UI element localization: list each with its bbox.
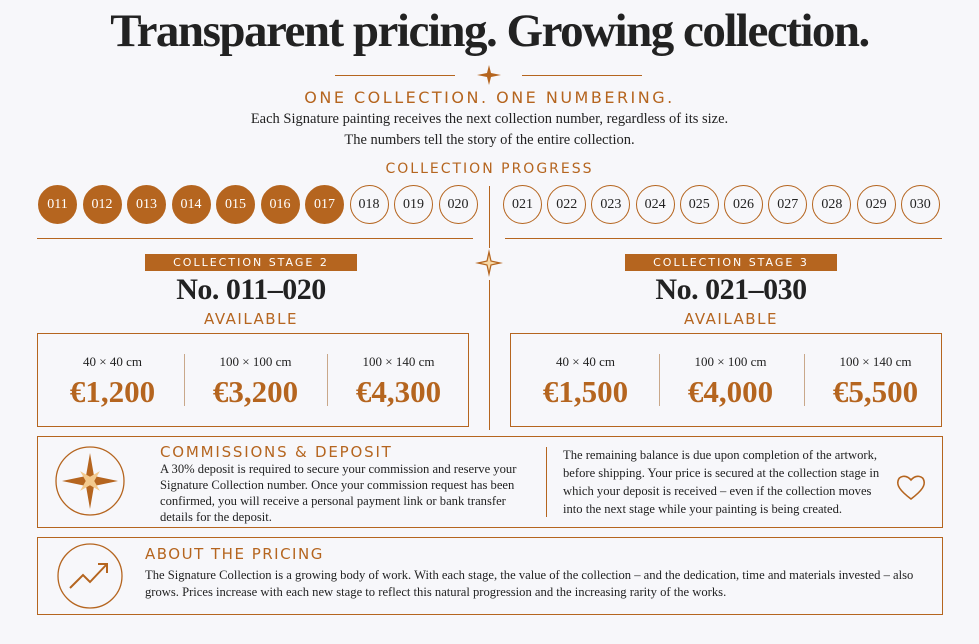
price-divider (184, 354, 185, 406)
number-circle: 027 (768, 185, 808, 224)
price-box (37, 333, 469, 427)
divider (546, 447, 547, 517)
intro-line: Each Signature painting receives the nex… (250, 111, 729, 127)
price: €4,300 (355, 374, 442, 409)
divider (489, 280, 490, 430)
intro-line: The numbers tell the story of the entire… (344, 132, 635, 148)
commissions-text: A 30% deposit is required to secure your… (160, 462, 517, 524)
size: 40 × 40 cm (83, 354, 142, 369)
number-circle: 022 (547, 185, 587, 224)
stage-badge: COLLECTION STAGE 3 (625, 254, 837, 271)
price: €5,500 (832, 374, 919, 409)
subtitle: ONE COLLECTION. ONE NUMBERING. (304, 88, 675, 107)
number-circle: 017 (305, 185, 344, 224)
number-circle: 015 (216, 185, 255, 224)
number-circle: 018 (349, 185, 389, 224)
number-circle: 026 (724, 185, 763, 224)
price-divider (804, 354, 805, 406)
number-circle: 012 (82, 185, 122, 224)
heart-icon (896, 475, 926, 501)
stage-status: AVAILABLE (204, 310, 298, 328)
size: 100 × 140 cm (362, 354, 435, 369)
number-circle: 030 (900, 185, 940, 224)
number-circle: 028 (812, 185, 852, 224)
about-text: The Signature Collection is a growing bo… (145, 568, 914, 599)
size: 40 × 40 cm (556, 354, 615, 369)
number-circle: 011 (38, 185, 77, 224)
rule (522, 75, 642, 76)
number-circle: 019 (394, 185, 433, 224)
size: 100 × 100 cm (219, 354, 292, 369)
number-circle: 023 (591, 185, 631, 224)
size: 100 × 100 cm (694, 354, 767, 369)
divider (489, 186, 490, 248)
number-circle: 029 (856, 185, 896, 224)
number-circle: 014 (171, 185, 211, 224)
section-title: ABOUT THE PRICING (145, 545, 324, 563)
price-divider (327, 354, 328, 406)
ornament (477, 65, 501, 85)
progress-label: COLLECTION PROGRESS (385, 161, 594, 177)
price: €3,200 (212, 374, 299, 409)
price-divider (659, 354, 660, 406)
rule (505, 238, 942, 239)
number-circle: 021 (503, 185, 542, 224)
number-circle: 016 (260, 185, 300, 224)
stage-badge: COLLECTION STAGE 2 (145, 254, 357, 271)
price: €1,500 (542, 374, 629, 409)
about-box (37, 537, 943, 615)
growth-icon (57, 543, 123, 609)
title: Transparent pricing. Growing collection. (110, 5, 870, 57)
stage-range: No. 021–030 (655, 273, 807, 306)
stage-range: No. 011–020 (176, 273, 326, 306)
ornament (475, 249, 503, 277)
number-circle: 025 (679, 185, 719, 224)
size: 100 × 140 cm (839, 354, 912, 369)
commissions-text: The remaining balance is due upon comple… (563, 448, 880, 516)
commissions-box (37, 436, 943, 528)
stage-status: AVAILABLE (684, 310, 778, 328)
rule (37, 238, 473, 239)
star-icon (55, 446, 125, 516)
price: €4,000 (687, 374, 774, 409)
number-circle: 020 (438, 185, 478, 224)
price: €1,200 (69, 374, 156, 409)
section-title: COMMISSIONS & DEPOSIT (160, 443, 393, 461)
number-circle: 013 (127, 185, 166, 224)
number-circle: 024 (635, 185, 675, 224)
rule (335, 75, 455, 76)
price-box (510, 333, 942, 427)
